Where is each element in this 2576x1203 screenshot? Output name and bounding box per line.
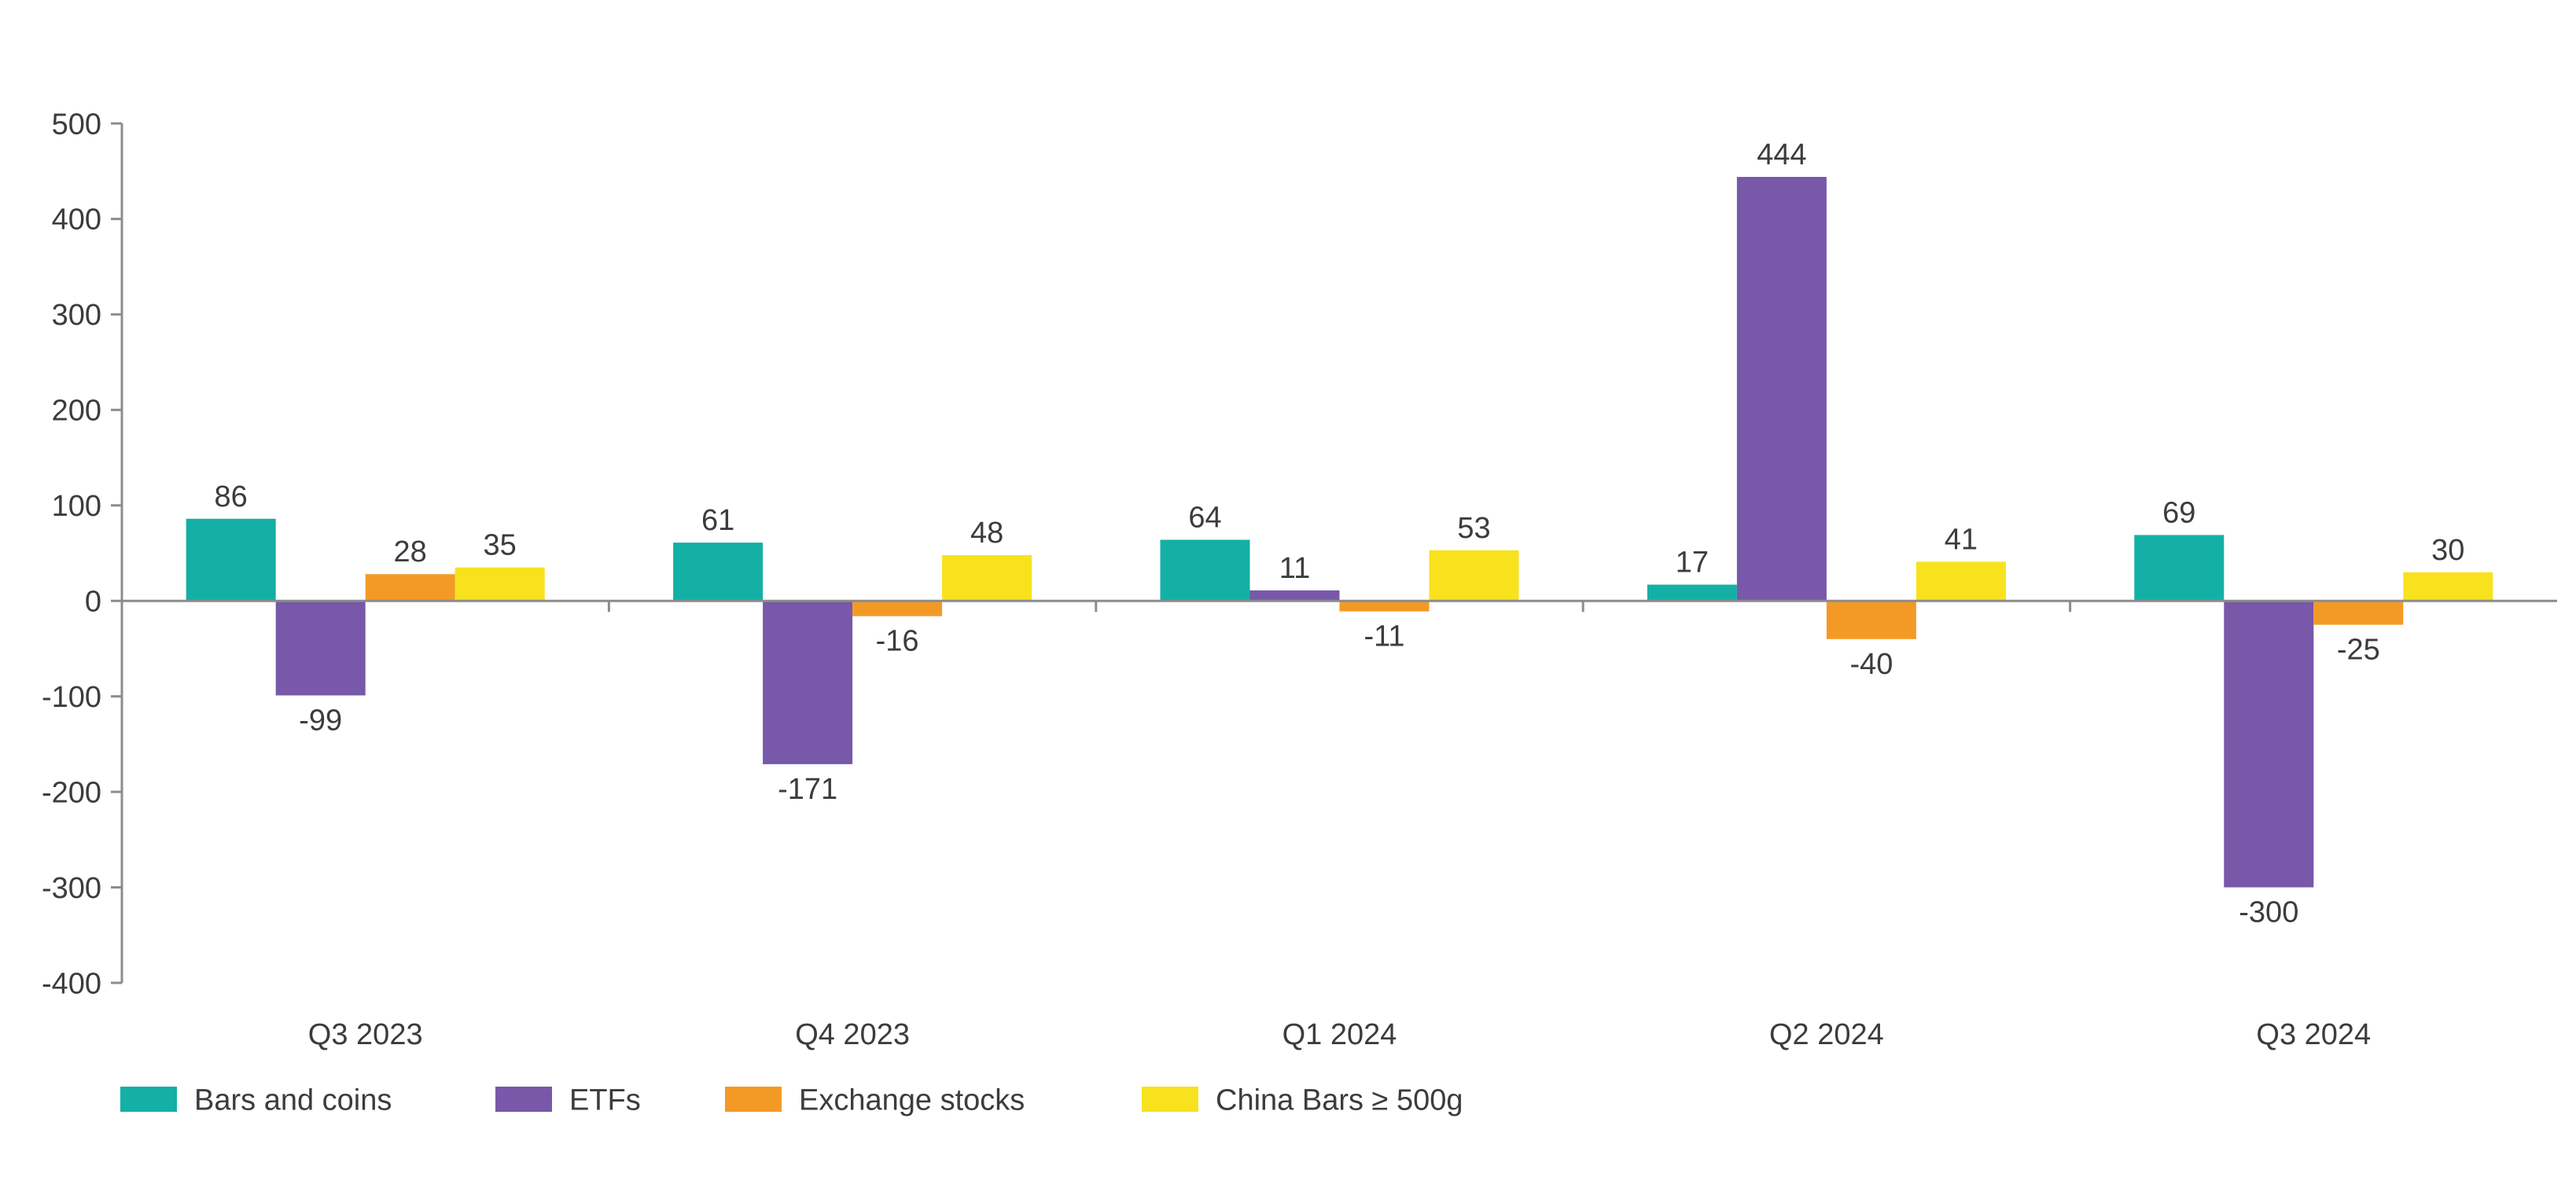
- y-tick-label: -400: [42, 967, 101, 1000]
- y-tick-label: 500: [52, 108, 101, 141]
- bar: [1160, 539, 1250, 602]
- y-tick-label: 200: [52, 395, 101, 428]
- data-label: -16: [876, 625, 919, 658]
- data-label: -99: [299, 704, 342, 737]
- legend-label: Exchange stocks: [799, 1083, 1025, 1117]
- y-tick-label: -100: [42, 681, 101, 714]
- data-label: 41: [1945, 523, 1978, 556]
- y-tick-label: 0: [85, 586, 101, 619]
- legend: Bars and coins ETFs Exchange stocks China B…: [120, 1083, 1463, 1117]
- data-label: 48: [970, 517, 1003, 550]
- data-label: -171: [778, 773, 837, 806]
- y-tick-label: -200: [42, 776, 101, 809]
- x-tick-label: Q4 2023: [795, 1018, 910, 1051]
- data-label: -40: [1849, 648, 1893, 681]
- data-label: -300: [2239, 896, 2298, 929]
- legend-label: ETFs: [569, 1083, 641, 1117]
- data-label: 17: [1676, 546, 1709, 579]
- bar: [186, 518, 276, 602]
- bar: [1429, 550, 1519, 602]
- bar: [275, 601, 366, 696]
- bar: [365, 574, 455, 602]
- data-label: 53: [1457, 512, 1490, 545]
- data-label: 28: [394, 535, 427, 568]
- legend-swatch: [1142, 1087, 1198, 1112]
- bar: [1915, 561, 2006, 602]
- y-axis: 500 400 300 200 100 0 -100 -200 -300 -400: [42, 108, 123, 1000]
- bar: [454, 567, 545, 602]
- bar: [2313, 601, 2404, 625]
- data-label: 11: [1279, 552, 1310, 585]
- data-label: 35: [484, 529, 517, 562]
- data-labels: 86 -99 28 35 61 -171 -16 48 64 11 -11 53 17 444 -40 41 6…: [215, 138, 2465, 929]
- y-tick-label: 300: [52, 299, 101, 332]
- x-tick-label: Q3 2024: [2256, 1018, 2371, 1051]
- bars: [186, 177, 2493, 888]
- bar: [1826, 601, 1916, 639]
- x-axis: Q3 2023 Q4 2023 Q1 2024 Q2 2024 Q3 2024: [122, 599, 2557, 1051]
- data-label: 64: [1188, 501, 1221, 534]
- data-label: 69: [2162, 496, 2195, 529]
- bar: [763, 601, 853, 764]
- legend-label: Bars and coins: [194, 1083, 392, 1117]
- bar: [942, 554, 1032, 602]
- legend-swatch: [725, 1087, 782, 1112]
- data-label: 30: [2431, 534, 2464, 567]
- bar: [1736, 177, 1827, 602]
- y-tick-label: -300: [42, 872, 101, 905]
- bar: [1339, 601, 1430, 612]
- data-label: -11: [1363, 620, 1404, 653]
- bar: [1647, 584, 1737, 602]
- x-tick-label: Q3 2023: [308, 1018, 423, 1051]
- x-tick-label: Q1 2024: [1282, 1018, 1397, 1051]
- data-label: -25: [2337, 634, 2380, 667]
- legend-swatch: [120, 1087, 177, 1112]
- x-tick-label: Q2 2024: [1769, 1018, 1884, 1051]
- bar: [2134, 535, 2225, 602]
- y-tick-label: 400: [52, 204, 101, 237]
- data-label: 61: [701, 504, 734, 537]
- bar: [852, 601, 943, 616]
- data-label: 444: [1757, 138, 1806, 171]
- y-tick-label: 100: [52, 490, 101, 523]
- bar: [2403, 572, 2493, 602]
- bar: [673, 543, 764, 602]
- bar: [2224, 601, 2314, 888]
- legend-swatch: [495, 1087, 552, 1112]
- legend-label: China Bars ≥ 500g: [1216, 1083, 1463, 1117]
- bar: [1249, 590, 1340, 602]
- data-label: 86: [215, 480, 248, 513]
